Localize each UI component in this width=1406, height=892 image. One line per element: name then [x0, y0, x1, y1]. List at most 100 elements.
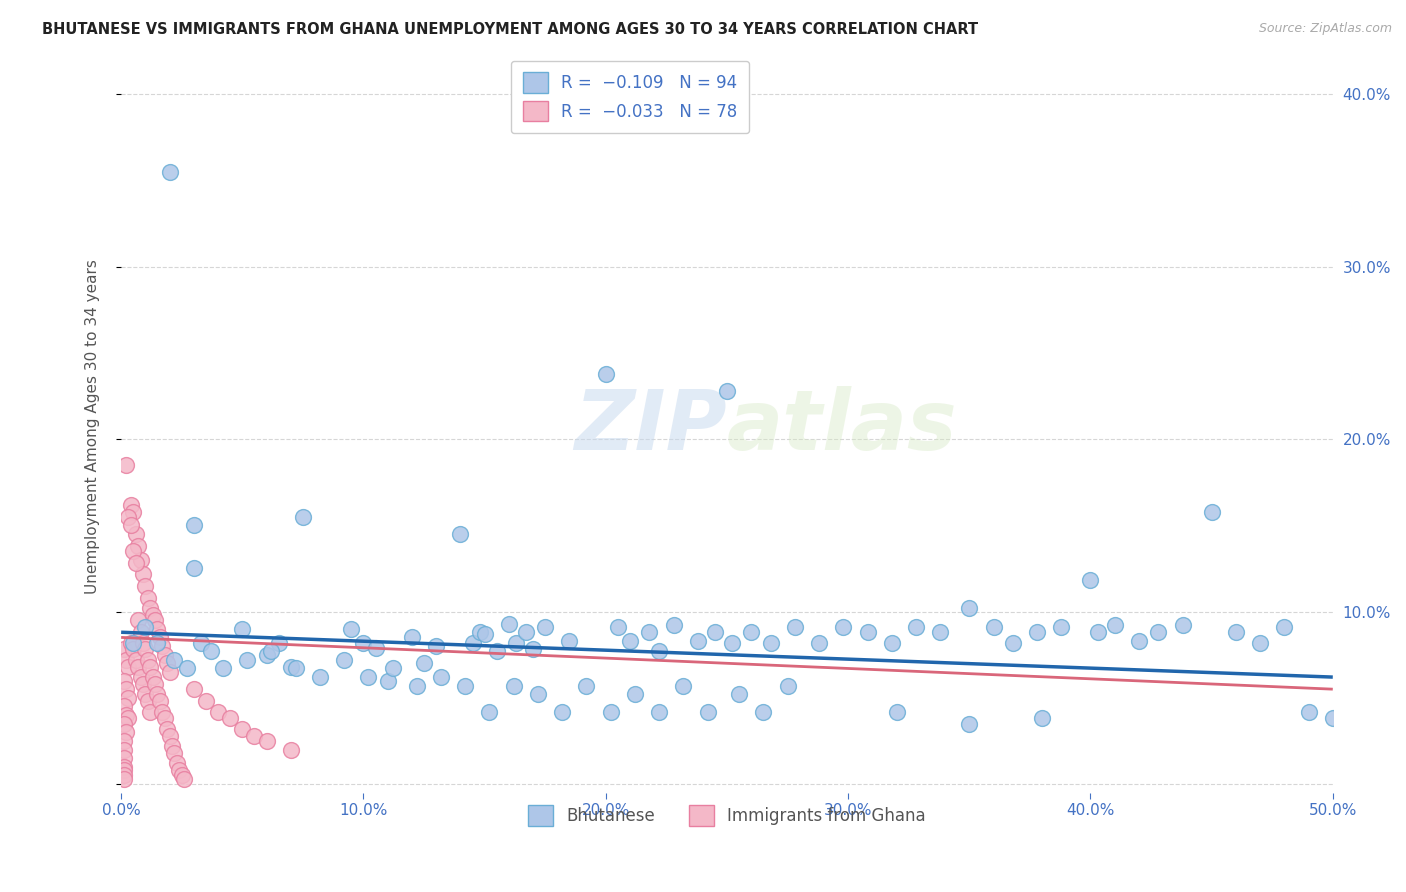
Point — [207, 705, 229, 719]
Point — [904, 620, 927, 634]
Point — [364, 640, 387, 655]
Point — [468, 625, 491, 640]
Point — [381, 661, 404, 675]
Point — [716, 384, 738, 398]
Point — [1031, 711, 1053, 725]
Point — [124, 556, 146, 570]
Point — [112, 699, 135, 714]
Point — [183, 561, 205, 575]
Point — [142, 607, 165, 622]
Point — [139, 659, 162, 673]
Point — [280, 742, 302, 756]
Point — [280, 659, 302, 673]
Point — [183, 682, 205, 697]
Point — [117, 509, 139, 524]
Point — [134, 642, 156, 657]
Point — [832, 620, 855, 634]
Point — [1201, 504, 1223, 518]
Point — [413, 657, 436, 671]
Point — [1298, 705, 1320, 719]
Text: ZIP: ZIP — [574, 385, 727, 467]
Point — [648, 644, 671, 658]
Point — [132, 677, 155, 691]
Point — [153, 711, 176, 725]
Point — [122, 642, 145, 657]
Legend: Bhutanese, Immigrants from Ghana: Bhutanese, Immigrants from Ghana — [519, 796, 935, 836]
Point — [260, 644, 283, 658]
Point — [1001, 635, 1024, 649]
Point — [139, 705, 162, 719]
Point — [502, 679, 524, 693]
Point — [120, 635, 142, 649]
Point — [740, 625, 762, 640]
Point — [134, 620, 156, 634]
Point — [515, 625, 537, 640]
Point — [886, 705, 908, 719]
Point — [160, 739, 183, 753]
Point — [236, 653, 259, 667]
Point — [219, 711, 242, 725]
Point — [1104, 618, 1126, 632]
Point — [149, 694, 172, 708]
Point — [115, 458, 138, 472]
Point — [243, 729, 266, 743]
Point — [139, 601, 162, 615]
Point — [672, 679, 695, 693]
Point — [142, 670, 165, 684]
Point — [122, 544, 145, 558]
Point — [231, 722, 253, 736]
Point — [430, 670, 453, 684]
Point — [146, 622, 169, 636]
Point — [534, 620, 557, 634]
Point — [120, 518, 142, 533]
Point — [112, 673, 135, 688]
Point — [159, 665, 181, 679]
Point — [143, 677, 166, 691]
Point — [619, 633, 641, 648]
Point — [505, 635, 527, 649]
Point — [1249, 635, 1271, 649]
Point — [115, 725, 138, 739]
Point — [353, 635, 375, 649]
Point — [776, 679, 799, 693]
Point — [166, 756, 188, 771]
Point — [115, 682, 138, 697]
Point — [115, 708, 138, 723]
Point — [134, 687, 156, 701]
Point — [112, 642, 135, 657]
Point — [136, 694, 159, 708]
Point — [599, 705, 621, 719]
Text: BHUTANESE VS IMMIGRANTS FROM GHANA UNEMPLOYMENT AMONG AGES 30 TO 34 YEARS CORREL: BHUTANESE VS IMMIGRANTS FROM GHANA UNEMP… — [42, 22, 979, 37]
Point — [308, 670, 330, 684]
Point — [159, 165, 181, 179]
Point — [498, 616, 520, 631]
Point — [112, 716, 135, 731]
Point — [170, 768, 193, 782]
Point — [454, 679, 477, 693]
Point — [880, 635, 903, 649]
Point — [132, 566, 155, 581]
Point — [624, 687, 647, 701]
Point — [112, 772, 135, 786]
Point — [551, 705, 574, 719]
Point — [122, 635, 145, 649]
Point — [200, 644, 222, 658]
Point — [696, 705, 718, 719]
Point — [117, 711, 139, 725]
Point — [1147, 625, 1170, 640]
Point — [150, 639, 173, 653]
Point — [1080, 574, 1102, 588]
Point — [159, 729, 181, 743]
Point — [957, 716, 980, 731]
Point — [256, 648, 278, 662]
Point — [401, 631, 423, 645]
Point — [449, 527, 471, 541]
Point — [156, 722, 179, 736]
Point — [759, 635, 782, 649]
Point — [522, 642, 544, 657]
Point — [150, 705, 173, 719]
Point — [1050, 620, 1073, 634]
Point — [127, 539, 149, 553]
Point — [120, 498, 142, 512]
Point — [127, 613, 149, 627]
